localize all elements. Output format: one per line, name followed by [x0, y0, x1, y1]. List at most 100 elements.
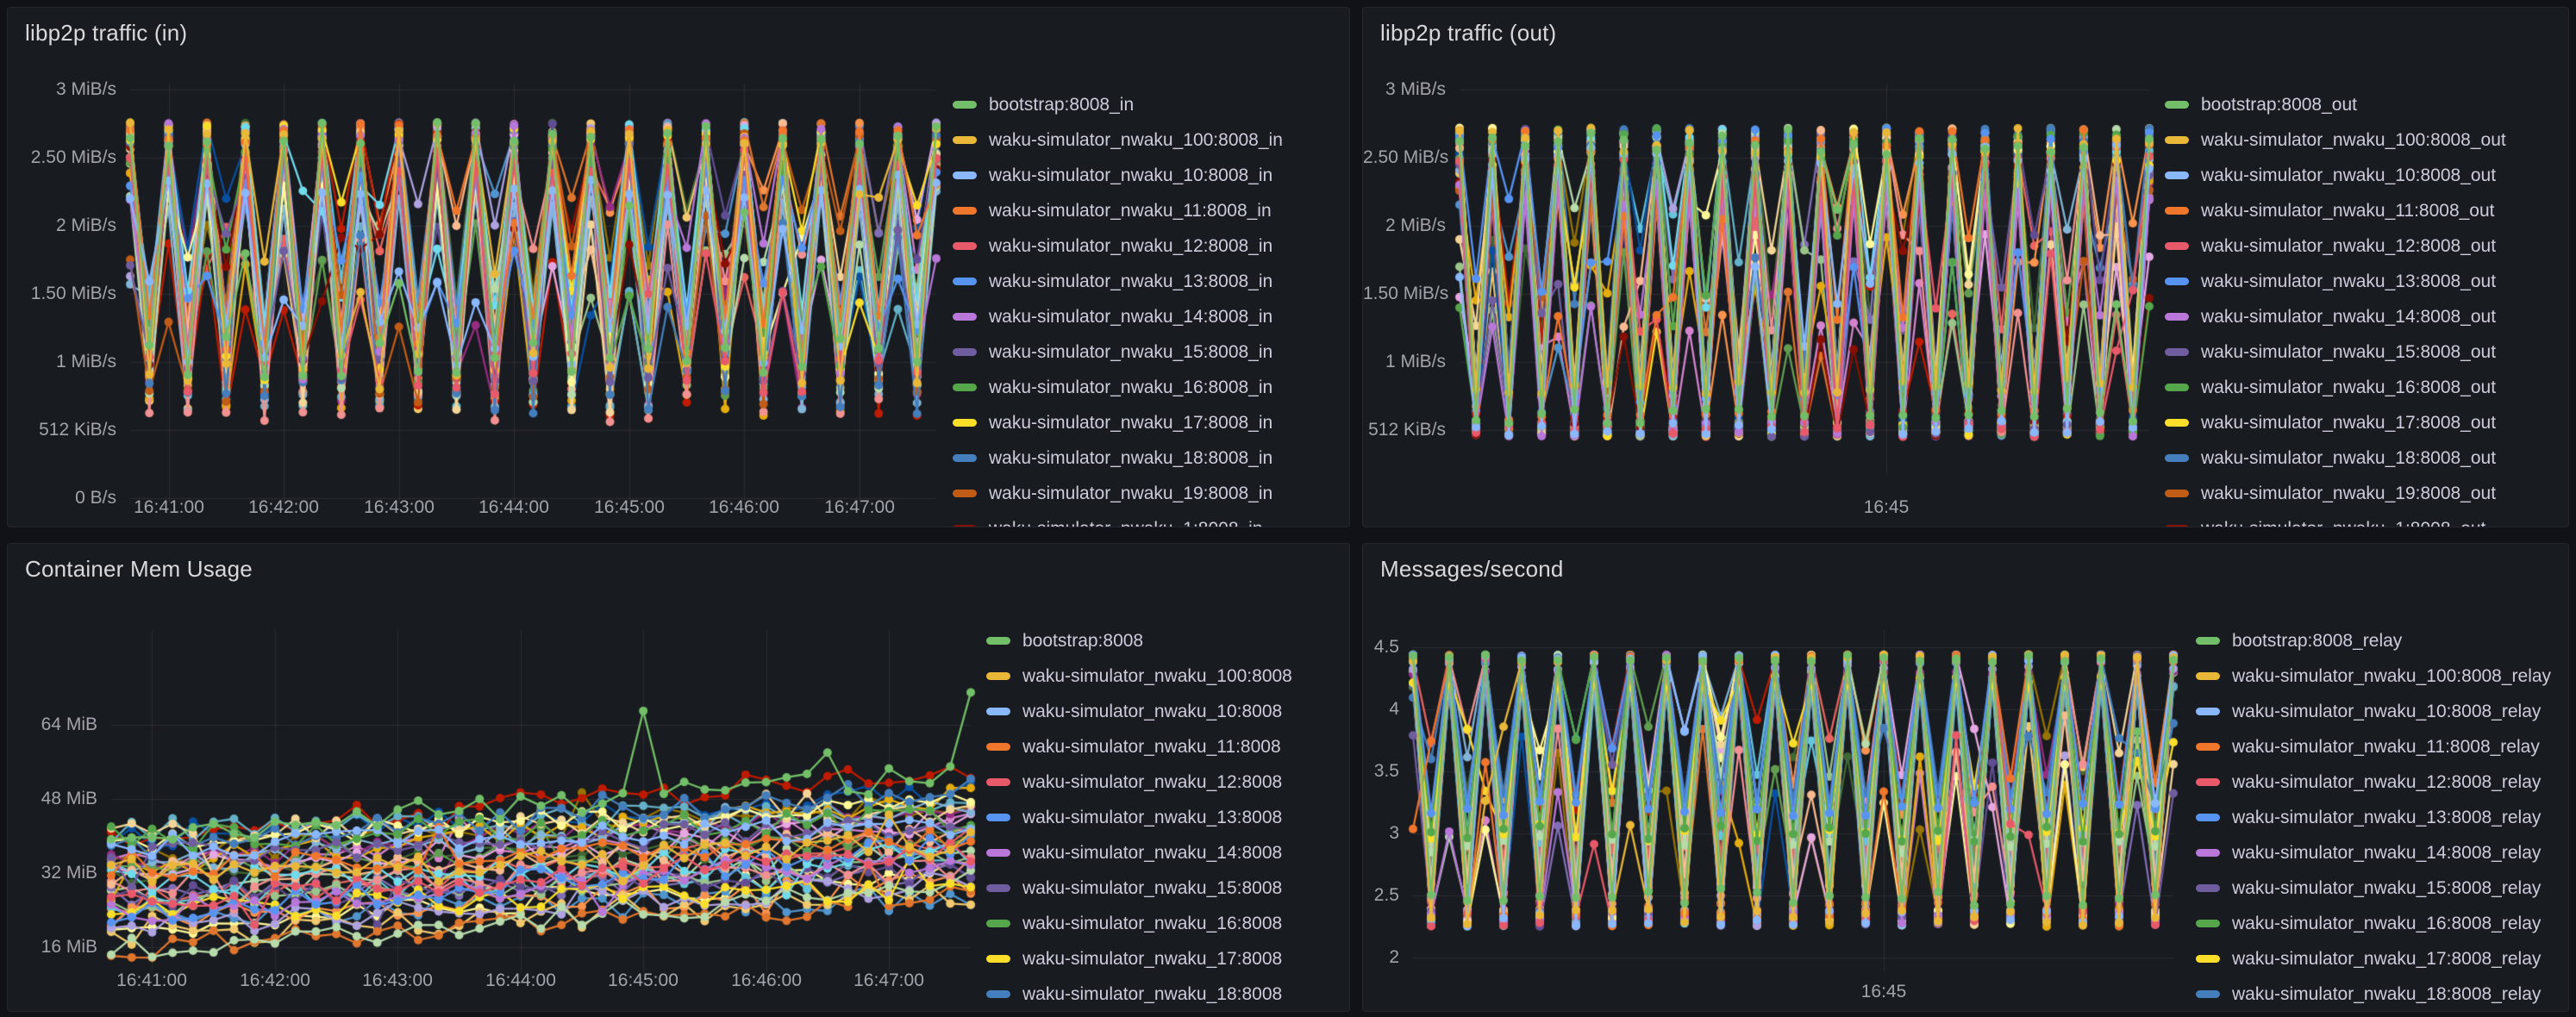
legend-item[interactable]: waku-simulator_nwaku_11:8008 [986, 729, 1342, 764]
legend-item[interactable]: waku-simulator_nwaku_15:8008_relay [2196, 870, 2561, 906]
legend-item[interactable]: waku-simulator_nwaku_17:8008_relay [2196, 941, 2561, 976]
legend-item[interactable]: waku-simulator_nwaku_10:8008_out [2165, 158, 2561, 193]
legend-item[interactable]: waku-simulator_nwaku_13:8008_relay [2196, 800, 2561, 835]
legend-item[interactable]: waku-simulator_nwaku_100:8008_in [953, 122, 1342, 158]
legend-item[interactable]: waku-simulator_nwaku_13:8008 [986, 800, 1342, 835]
legend-item[interactable]: waku-simulator_nwaku_12:8008 [986, 764, 1342, 800]
panel-title[interactable]: Messages/second [1380, 556, 1564, 582]
x-axis-tick-label: 16:47:00 [824, 497, 895, 517]
legend-item[interactable]: waku-simulator_nwaku_12:8008_relay [2196, 764, 2561, 800]
legend-series-label: waku-simulator_nwaku_16:8008_out [2201, 377, 2497, 397]
legend-item[interactable]: waku-simulator_nwaku_10:8008_relay [2196, 694, 2561, 729]
legend-item[interactable]: waku-simulator_nwaku_14:8008_in [953, 299, 1342, 334]
legend-series-swatch-icon [953, 136, 977, 144]
legend-series-swatch-icon [2165, 454, 2189, 462]
legend-item[interactable]: waku-simulator_nwaku_13:8008_in [953, 264, 1342, 299]
legend-series-swatch-icon [986, 955, 1010, 963]
legend-series-label: waku-simulator_nwaku_1:8008_out [2201, 519, 2485, 527]
x-axis-tick-label: 16:41:00 [116, 970, 187, 990]
legend-item[interactable]: waku-simulator_nwaku_16:8008 [986, 906, 1342, 941]
legend-item[interactable]: waku-simulator_nwaku_15:8008_out [2165, 334, 2561, 370]
panel-1: libp2p traffic (in) 3 MiB/s 2.50 MiB/s 2 Mi… [7, 7, 1350, 527]
legend-item[interactable]: waku-simulator_nwaku_10:8008 [986, 694, 1342, 729]
legend-item[interactable]: waku-simulator_nwaku_18:8008_out [2165, 440, 2561, 476]
plot-canvas[interactable] [8, 8, 1349, 527]
legend-series-swatch-icon [953, 490, 977, 497]
legend-series-label: waku-simulator_nwaku_11:8008_relay [2232, 736, 2540, 757]
y-axis-tick-label: 2.5 [1373, 885, 1399, 905]
legend: bootstrap:8008 waku-simulator_nwaku_100:8… [986, 623, 1342, 1011]
legend-series-label: waku-simulator_nwaku_18:8008_relay [2232, 983, 2542, 1004]
plot-canvas[interactable] [1363, 544, 2568, 1011]
legend-item[interactable]: waku-simulator_nwaku_14:8008_relay [2196, 835, 2561, 870]
legend-item[interactable]: waku-simulator_nwaku_18:8008 [986, 976, 1342, 1011]
legend-item[interactable]: waku-simulator_nwaku_17:8008 [986, 941, 1342, 976]
legend-item[interactable]: waku-simulator_nwaku_16:8008_out [2165, 370, 2561, 405]
legend-series-label: waku-simulator_nwaku_15:8008_relay [2232, 877, 2542, 898]
legend-series-swatch-icon [2165, 101, 2189, 109]
legend-series-label: waku-simulator_nwaku_13:8008_relay [2232, 807, 2542, 827]
legend-item[interactable]: waku-simulator_nwaku_100:8008_out [2165, 122, 2561, 158]
legend-item[interactable]: waku-simulator_nwaku_19:8008_in [953, 476, 1342, 511]
legend-item[interactable]: waku-simulator_nwaku_1:8008_in [953, 511, 1342, 527]
panel-title[interactable]: libp2p traffic (out) [1380, 20, 1557, 46]
legend-item[interactable]: bootstrap:8008_relay [2196, 623, 2561, 658]
legend-series-swatch-icon [2196, 672, 2220, 680]
x-axis-tick-label: 16:46:00 [731, 970, 802, 990]
y-axis-tick-label: 3.5 [1373, 761, 1399, 781]
legend-item[interactable]: waku-simulator_nwaku_17:8008_out [2165, 405, 2561, 440]
y-axis-tick-label: 48 MiB [41, 789, 97, 808]
y-axis-tick-label: 4 [1389, 699, 1399, 719]
legend-series-label: bootstrap:8008_in [989, 94, 1135, 115]
legend-series-label: waku-simulator_nwaku_17:8008 [1022, 948, 1283, 969]
legend-series-swatch-icon [986, 743, 1010, 751]
legend-series-swatch-icon [2196, 637, 2220, 645]
plot-canvas[interactable] [1363, 8, 2568, 527]
legend-series-swatch-icon [986, 708, 1010, 715]
y-axis-tick-label: 2 MiB/s [1385, 215, 1446, 235]
legend-item[interactable]: waku-simulator_nwaku_18:8008_relay [2196, 976, 2561, 1011]
legend-item[interactable]: waku-simulator_nwaku_12:8008_out [2165, 228, 2561, 264]
legend-item[interactable]: waku-simulator_nwaku_11:8008_out [2165, 193, 2561, 228]
legend-series-label: waku-simulator_nwaku_14:8008_in [989, 306, 1273, 327]
legend-item[interactable]: waku-simulator_nwaku_1:8008_out [2165, 511, 2561, 527]
y-axis-tick-label: 64 MiB [41, 714, 97, 734]
legend-series-label: waku-simulator_nwaku_15:8008_in [989, 341, 1273, 362]
legend-series-label: waku-simulator_nwaku_18:8008_out [2201, 447, 2497, 468]
legend-series-label: waku-simulator_nwaku_13:8008_in [989, 271, 1273, 291]
legend-item[interactable]: waku-simulator_nwaku_18:8008_in [953, 440, 1342, 476]
y-axis-tick-label: 1.50 MiB/s [30, 284, 116, 303]
legend-item[interactable]: waku-simulator_nwaku_11:8008_in [953, 193, 1342, 228]
legend-series-label: waku-simulator_nwaku_100:8008_out [2201, 129, 2506, 150]
legend-item[interactable]: waku-simulator_nwaku_100:8008 [986, 658, 1342, 694]
legend-series-label: waku-simulator_nwaku_14:8008 [1022, 842, 1283, 863]
legend-item[interactable]: waku-simulator_nwaku_19:8008_out [2165, 476, 2561, 511]
legend-item[interactable]: bootstrap:8008_out [2165, 87, 2561, 122]
legend-item[interactable]: waku-simulator_nwaku_15:8008 [986, 870, 1342, 906]
legend-item[interactable]: waku-simulator_nwaku_13:8008_out [2165, 264, 2561, 299]
legend-item[interactable]: waku-simulator_nwaku_10:8008_in [953, 158, 1342, 193]
y-axis-tick-label: 2 [1389, 947, 1399, 967]
legend-item[interactable]: waku-simulator_nwaku_15:8008_in [953, 334, 1342, 370]
legend-item[interactable]: waku-simulator_nwaku_16:8008_in [953, 370, 1342, 405]
plot-canvas[interactable] [8, 544, 1349, 1011]
legend-series-swatch-icon [2196, 920, 2220, 927]
y-axis-tick-label: 512 KiB/s [39, 420, 116, 440]
legend-item[interactable]: waku-simulator_nwaku_16:8008_relay [2196, 906, 2561, 941]
legend-item[interactable]: waku-simulator_nwaku_11:8008_relay [2196, 729, 2561, 764]
legend-series-swatch-icon [953, 172, 977, 179]
panel-title[interactable]: Container Mem Usage [25, 556, 253, 582]
legend-item[interactable]: waku-simulator_nwaku_12:8008_in [953, 228, 1342, 264]
legend-item[interactable]: bootstrap:8008_in [953, 87, 1342, 122]
y-axis-tick-label: 1.50 MiB/s [1363, 284, 1449, 303]
legend-series-label: waku-simulator_nwaku_19:8008_in [989, 483, 1273, 503]
legend-item[interactable]: waku-simulator_nwaku_100:8008_relay [2196, 658, 2561, 694]
panel-title[interactable]: libp2p traffic (in) [25, 20, 188, 46]
legend-series-swatch-icon [953, 207, 977, 215]
legend-item[interactable]: waku-simulator_nwaku_14:8008_out [2165, 299, 2561, 334]
legend-item[interactable]: waku-simulator_nwaku_14:8008 [986, 835, 1342, 870]
x-axis-tick-label: 16:44:00 [478, 497, 549, 517]
legend-item[interactable]: waku-simulator_nwaku_17:8008_in [953, 405, 1342, 440]
legend-item[interactable]: bootstrap:8008 [986, 623, 1342, 658]
x-axis-tick-label: 16:42:00 [240, 970, 310, 990]
